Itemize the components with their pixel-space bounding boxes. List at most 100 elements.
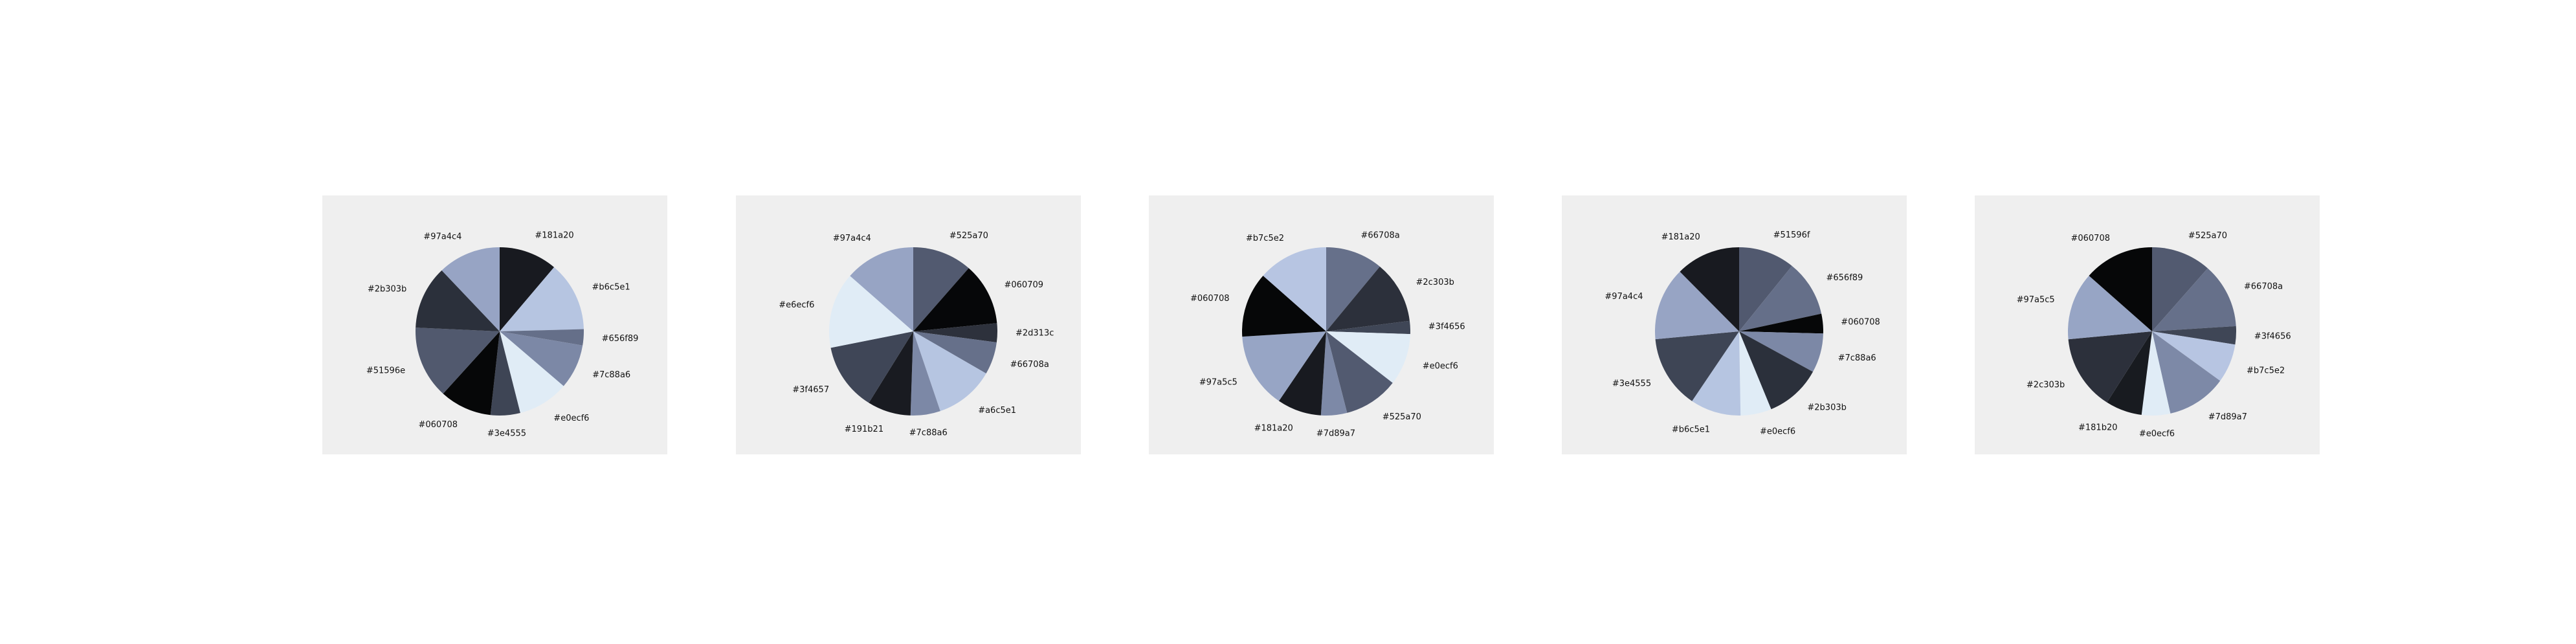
pie-slice: [500, 331, 564, 414]
pie-slice: [490, 331, 520, 416]
pie-slice: [913, 323, 997, 342]
pie-slice: [443, 331, 500, 416]
slice-label: #060708: [418, 420, 458, 430]
pie-slice: [913, 268, 997, 331]
slice-label: #51596f: [1773, 230, 1810, 240]
pie-slice: [2141, 331, 2171, 416]
slice-label: #2c303b: [2026, 381, 2065, 390]
slice-label: #181a20: [535, 231, 573, 241]
pie-slice: [2068, 331, 2152, 403]
pie-slice: [910, 331, 940, 416]
slice-label: #e0ecf6: [1760, 427, 1795, 437]
slice-label: #2d313c: [1016, 329, 1054, 339]
pie-slice: [913, 247, 969, 331]
pie-slice: [415, 328, 500, 394]
pie-chart-panel-4: #51596f #656f89 #060708 #7c88a6 #2b303b #e0ec…: [1562, 195, 1907, 454]
slice-label: #060709: [1005, 280, 1044, 290]
pie-chart-panel-1: #181a20 #b6c5e1 #656f89 #7c88a6 #e0ecf6 #3e45…: [322, 195, 667, 454]
pie-slice: [500, 331, 583, 386]
pie-slice: [2068, 276, 2152, 340]
pie-slice: [1326, 331, 1393, 413]
slice-label: #2c303b: [1416, 278, 1454, 287]
slice-label: #b7c5e2: [2247, 366, 2285, 376]
pie-slice: [1326, 320, 1411, 335]
pie-slice: [913, 331, 986, 412]
pie-slice: [1326, 266, 1410, 331]
slice-label: #97a5c5: [1199, 377, 1238, 387]
pie-chart-4: #51596f #656f89 #060708 #7c88a6 #2b303b #e0ec…: [1604, 230, 1880, 437]
pie-slice: [2152, 268, 2236, 331]
pie-slice: [416, 270, 500, 331]
slice-label: #b6c5e1: [592, 283, 630, 293]
slice-label: #060708: [2071, 234, 2110, 243]
pie-slice: [2152, 247, 2208, 331]
pie-slice: [1320, 331, 1348, 416]
pie-slice: [2152, 331, 2221, 414]
slice-label: #7d89a7: [2208, 412, 2247, 422]
pie-slice: [1739, 331, 1823, 372]
slice-label: #e0ecf6: [553, 414, 589, 423]
pie-slice: [2152, 326, 2236, 345]
pie-slice: [500, 329, 584, 346]
pie-chart-5: #525a70 #66708a #3f4656 #b7c5e2 #7d89a7 #e0ec…: [2017, 231, 2291, 439]
slice-label: #97a5c5: [2017, 295, 2055, 305]
pie-slice: [2152, 331, 2236, 381]
pie-slice: [829, 276, 913, 348]
pie-slice: [830, 331, 913, 403]
slice-label: #66708a: [1361, 230, 1400, 240]
pie-slice: [850, 247, 913, 331]
pie-slice: [500, 267, 584, 331]
slice-label: #51596e: [366, 366, 405, 376]
slice-label: #3f4656: [2254, 331, 2291, 341]
slice-label: #7c88a6: [909, 428, 948, 438]
slice-label: #525a70: [2188, 231, 2227, 241]
slice-label: #656f89: [1827, 273, 1863, 283]
slice-label: #7c88a6: [1838, 353, 1876, 363]
slice-label: #3f4656: [1428, 322, 1465, 332]
pie-slice: [1739, 313, 1824, 334]
slice-label: #b7c5e2: [1246, 234, 1284, 243]
pie-slice: [1655, 271, 1739, 340]
slice-label: #66708a: [1010, 360, 1049, 370]
slice-label: #060708: [1841, 317, 1880, 327]
pie-chart-2: #525a70 #060709 #2d313c #66708a #a6c5e1 #7c88…: [779, 231, 1054, 438]
pie-slice: [1242, 276, 1326, 337]
pie-slice: [1680, 247, 1739, 331]
pie-slice: [1692, 331, 1741, 416]
slice-label: #7c88a6: [592, 370, 630, 380]
pie-chart-1: #181a20 #b6c5e1 #656f89 #7c88a6 #e0ecf6 #3e45…: [366, 231, 639, 439]
pie-chart-panel-3: #66708a #2c303b #3f4656 #e0ecf6 #525a70 #7d89…: [1149, 195, 1494, 454]
slice-label: #a6c5e1: [978, 406, 1016, 416]
pie-chart-3: #66708a #2c303b #3f4656 #e0ecf6 #525a70 #7d89…: [1190, 230, 1465, 438]
slice-label: #525a70: [1382, 412, 1421, 422]
pie-slice: [2107, 331, 2152, 415]
pie-slice: [1263, 247, 1326, 331]
slice-label: #7d89a7: [1316, 428, 1355, 438]
slice-label: #181a20: [1661, 232, 1700, 242]
slice-label: #66708a: [2244, 282, 2283, 292]
slice-label: #e0ecf6: [2139, 429, 2175, 439]
pie-slice: [1326, 247, 1380, 331]
pie-chart-panel-5: #525a70 #66708a #3f4656 #b7c5e2 #7d89a7 #e0ec…: [1975, 195, 2320, 454]
slice-label: #b6c5e1: [1672, 425, 1710, 435]
slice-label: #060708: [1190, 294, 1230, 304]
slice-label: #97a4c4: [833, 234, 871, 243]
slice-label: #3f4657: [792, 385, 829, 395]
pie-slice: [1739, 265, 1822, 331]
pie-chart-panel-2: #525a70 #060709 #2d313c #66708a #a6c5e1 #7c88…: [736, 195, 1081, 454]
pie-slice: [1242, 331, 1326, 401]
slice-label: #2b303b: [1807, 403, 1846, 413]
slice-label: #191b21: [845, 425, 884, 434]
slice-label: #2b303b: [368, 284, 406, 294]
pie-slice: [1739, 247, 1792, 331]
slice-label: #181b20: [2078, 423, 2118, 433]
pie-slice: [1278, 331, 1326, 416]
slice-label: #3e4555: [1612, 379, 1651, 389]
pie-slice: [1739, 331, 1814, 410]
slice-label: #97a4c4: [1604, 292, 1643, 302]
slice-label: #656f89: [602, 334, 639, 344]
slice-label: #97a4c4: [423, 232, 461, 241]
pie-slice: [1326, 331, 1410, 383]
pie-slice: [869, 331, 913, 416]
slice-label: #525a70: [949, 231, 988, 241]
